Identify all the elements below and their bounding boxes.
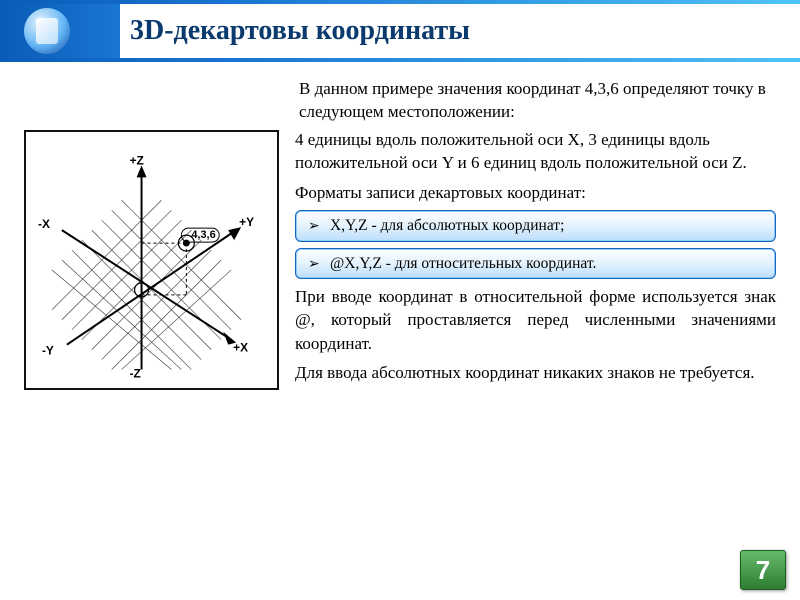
page-number-badge: 7 <box>740 550 786 590</box>
right-column: 4 единицы вдоль положительной оси X, 3 е… <box>295 128 776 390</box>
label-minus-z: -Z <box>130 366 141 380</box>
logo-inner <box>36 18 58 44</box>
axis-labels: +Z -Z -X +X -Y +Y 4,3,6 <box>38 153 254 380</box>
slide-header: 3D-декартовы координаты <box>0 0 800 62</box>
body-row: +Z -Z -X +X -Y +Y 4,3,6 4 единицы вдоль … <box>24 128 776 390</box>
callout-relative: ➢ @X,Y,Z - для относительных координат. <box>295 248 776 279</box>
callout-absolute: ➢ X,Y,Z - для абсолютных координат; <box>295 210 776 241</box>
body-text-1: 4 единицы вдоль положительной оси X, 3 е… <box>295 128 776 175</box>
logo-icon <box>24 8 70 54</box>
callout-absolute-text: X,Y,Z - для абсолютных координат; <box>330 217 564 234</box>
callout-relative-text: @X,Y,Z - для относительных координат. <box>330 255 596 272</box>
slide-content: В данном примере значения координат 4,3,… <box>0 62 800 600</box>
point-label: 4,3,6 <box>191 229 215 241</box>
bullet-icon: ➢ <box>308 217 320 236</box>
arrowheads <box>137 165 242 344</box>
label-minus-x: -X <box>38 217 50 231</box>
label-plus-z: +Z <box>130 153 144 167</box>
label-plus-x: +X <box>233 340 248 354</box>
axes-diagram: +Z -Z -X +X -Y +Y 4,3,6 <box>32 138 271 382</box>
label-plus-y: +Y <box>239 215 254 229</box>
body-text-2: Форматы записи декартовых координат: <box>295 181 776 204</box>
lower-text-2: Для ввода абсолютных координат никаких з… <box>295 361 776 384</box>
header-accent-top <box>0 0 800 4</box>
slide-title: 3D-декартовы координаты <box>130 15 470 47</box>
bullet-icon: ➢ <box>308 255 320 274</box>
lower-text-1: При вводе координат в относительной форм… <box>295 285 776 355</box>
coordinate-figure: +Z -Z -X +X -Y +Y 4,3,6 <box>24 130 279 390</box>
intro-text: В данном примере значения координат 4,3,… <box>299 78 776 124</box>
label-minus-y: -Y <box>42 343 54 357</box>
